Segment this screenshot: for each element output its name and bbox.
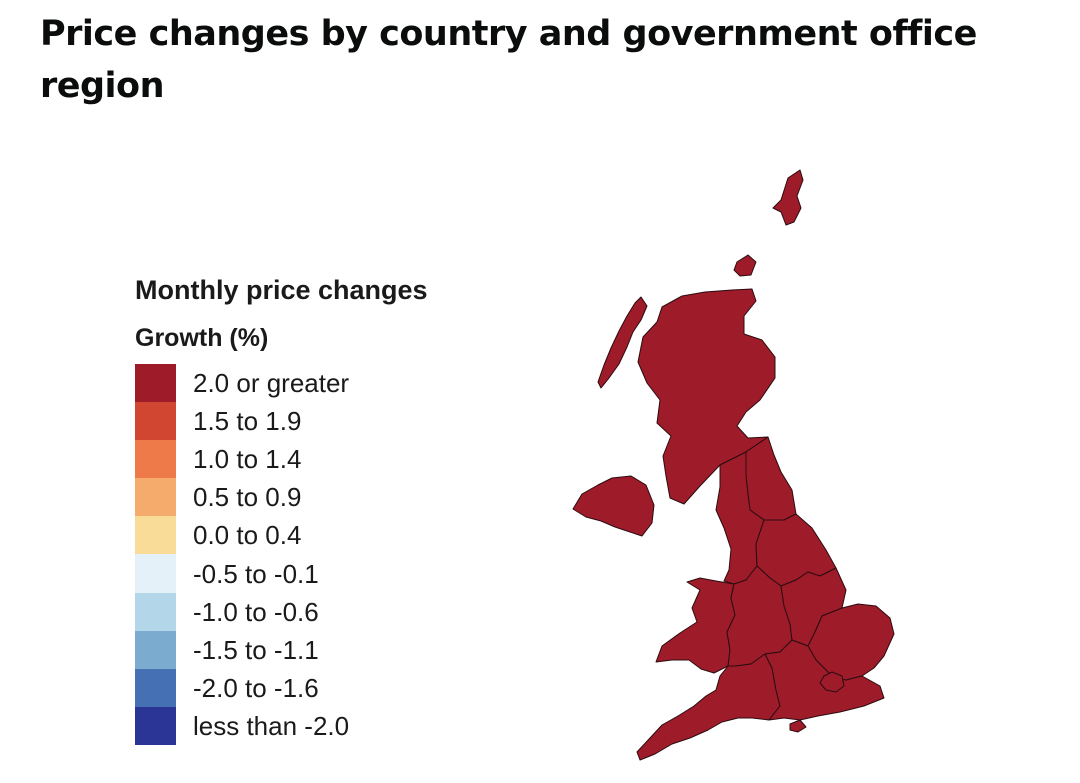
legend-item-label: -0.5 to -0.1	[193, 558, 319, 589]
legend-item-label: -2.0 to -1.6	[193, 672, 319, 703]
legend-swatch	[135, 706, 176, 745]
map-region-outer-hebrides	[597, 296, 648, 389]
legend-item-label: 1.5 to 1.9	[193, 406, 302, 437]
legend-item-label: -1.5 to -1.1	[193, 634, 319, 665]
legend-item-label: -1.0 to -0.6	[193, 596, 319, 627]
legend-item-label: 1.0 to 1.4	[193, 444, 302, 475]
legend-swatch	[135, 668, 176, 707]
legend-swatch	[135, 440, 176, 479]
legend-swatch	[135, 630, 176, 669]
legend-item: -2.0 to -1.6	[135, 668, 495, 707]
legend-item: -1.0 to -0.6	[135, 592, 495, 631]
legend-swatch	[135, 592, 176, 631]
uk-region-map	[572, 169, 895, 761]
legend-item: -1.5 to -1.1	[135, 630, 495, 669]
legend-swatch	[135, 516, 176, 555]
legend-item: 1.0 to 1.4	[135, 440, 495, 479]
map-region-isle-of-wight	[789, 719, 807, 733]
legend-title: Monthly price changes	[135, 275, 428, 305]
legend-swatch	[135, 402, 176, 441]
map-region-northern-ireland	[572, 475, 655, 537]
legend-subtitle: Growth (%)	[135, 324, 269, 352]
legend-swatch	[135, 554, 176, 593]
legend-list: 2.0 or greater 1.5 to 1.9 1.0 to 1.4 0.5…	[135, 364, 495, 745]
legend-item: 2.0 or greater	[135, 364, 495, 403]
map-region-shetland	[772, 169, 804, 226]
map-region-london	[819, 671, 845, 693]
map-region-wales	[655, 577, 736, 674]
map-region-orkney	[733, 254, 757, 277]
legend-item-label: 2.0 or greater	[193, 368, 350, 399]
map-legend: Monthly price changes Growth (%) 2.0 or …	[135, 272, 495, 745]
legend-swatch	[135, 364, 176, 403]
legend-swatch	[135, 478, 176, 517]
legend-item: 0.5 to 0.9	[135, 478, 495, 517]
map-region-north-east	[745, 436, 797, 521]
legend-item: 1.5 to 1.9	[135, 402, 495, 441]
page-title: Price changes by country and government …	[40, 14, 977, 106]
legend-item-label: less than -2.0	[193, 710, 350, 741]
legend-item-label: 0.5 to 0.9	[193, 482, 302, 513]
legend-item: 0.0 to 0.4	[135, 516, 495, 555]
legend-item: less than -2.0	[135, 706, 495, 745]
legend-item-label: 0.0 to 0.4	[193, 520, 302, 551]
legend-item: -0.5 to -0.1	[135, 554, 495, 593]
